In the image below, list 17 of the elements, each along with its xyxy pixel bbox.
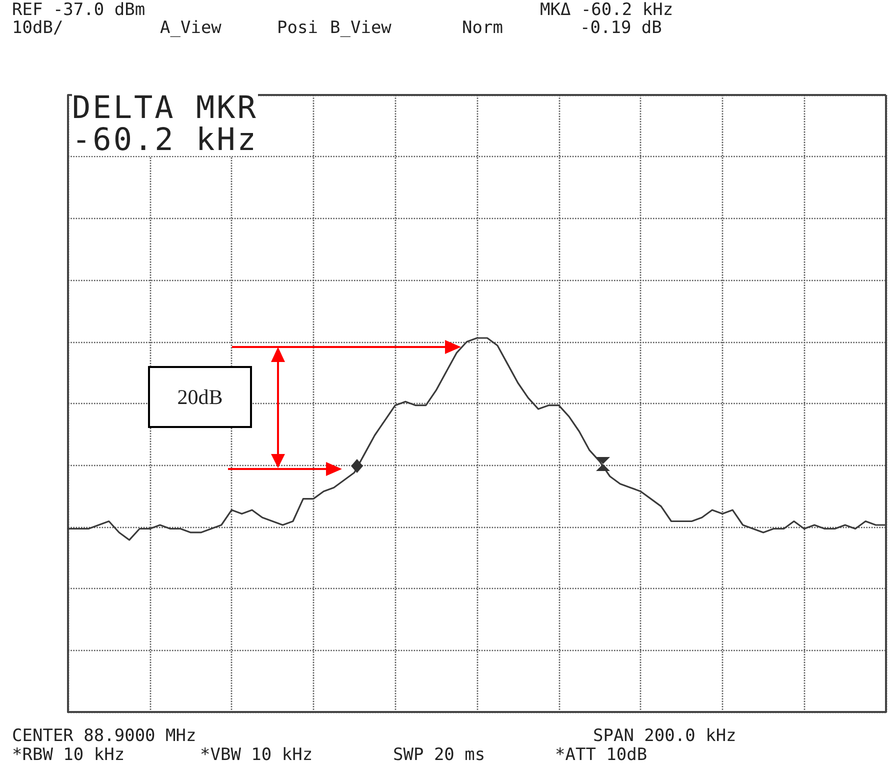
annotation: 20dB	[148, 366, 252, 428]
text: Norm	[462, 18, 503, 38]
text: REF -37.0 dBm	[12, 0, 146, 20]
text: SPAN 200.0 kHz	[593, 726, 736, 746]
text: A_View	[160, 18, 222, 38]
text: SWP 20 ms	[393, 745, 486, 765]
text: 10dB/	[12, 18, 64, 38]
text: -60.2 kHz	[72, 122, 258, 158]
text: B_View	[330, 18, 392, 38]
text: *VBW 10 kHz	[200, 745, 313, 765]
text: DELTA MKR	[72, 90, 258, 126]
text: Posi	[277, 18, 318, 38]
text: MKΔ -60.2 kHz	[540, 0, 674, 20]
text: *RBW 10 kHz	[12, 745, 125, 765]
text: -0.19 dB	[580, 18, 662, 38]
text: *ATT 10dB	[555, 745, 648, 765]
text: CENTER 88.9000 MHz	[12, 726, 196, 746]
